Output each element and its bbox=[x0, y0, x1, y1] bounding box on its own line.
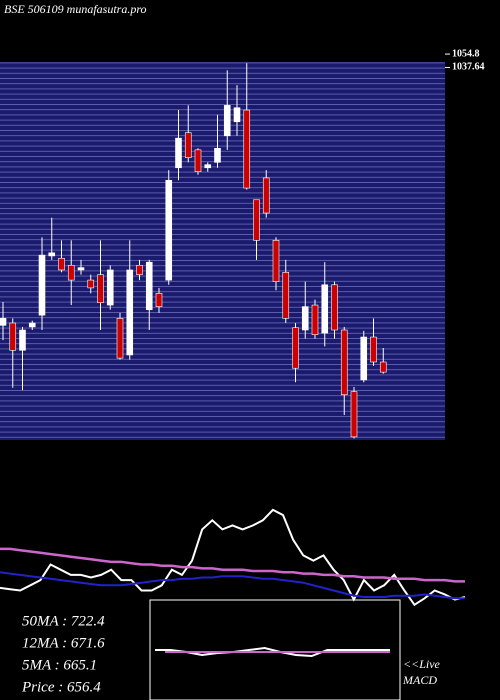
candle-body bbox=[19, 329, 26, 351]
candle-body bbox=[67, 264, 75, 281]
candle-body bbox=[58, 257, 65, 271]
candle-body bbox=[272, 240, 280, 282]
candle-body bbox=[165, 179, 173, 281]
indicator-line bbox=[0, 571, 465, 600]
candle-body bbox=[97, 274, 104, 304]
candle-body bbox=[214, 147, 221, 163]
stat-label: Price : 656.4 bbox=[21, 679, 101, 695]
candle-body bbox=[340, 329, 348, 396]
candle-body bbox=[106, 269, 114, 306]
candle-body bbox=[379, 361, 387, 373]
candle-body bbox=[126, 269, 134, 356]
live-label: <<Live bbox=[403, 657, 441, 671]
candle-body bbox=[360, 336, 368, 381]
candle-body bbox=[145, 261, 153, 311]
macd-label: MACD bbox=[402, 673, 437, 687]
candle-body bbox=[253, 199, 260, 241]
candle-body bbox=[155, 293, 163, 307]
macd-line bbox=[155, 646, 390, 658]
candle-body bbox=[184, 132, 192, 158]
candle-body bbox=[116, 318, 124, 359]
chart-title: BSE 506109 munafasutra.pro bbox=[4, 2, 147, 16]
indicator-line bbox=[0, 547, 465, 583]
stat-label: 50MA : 722.4 bbox=[22, 613, 105, 629]
candle-body bbox=[38, 254, 46, 316]
candle-body bbox=[301, 306, 309, 331]
candle-body bbox=[175, 137, 182, 169]
y-tick-label: 1054.8 bbox=[452, 48, 480, 59]
candle-body bbox=[28, 322, 36, 328]
candle-body bbox=[350, 391, 358, 438]
candle-body bbox=[311, 304, 319, 335]
candle-body bbox=[331, 284, 338, 331]
candle-body bbox=[223, 105, 231, 137]
candle-body bbox=[0, 318, 7, 326]
stat-label: 12MA : 671.6 bbox=[22, 635, 105, 651]
candle-body bbox=[292, 327, 299, 369]
candle-body bbox=[77, 267, 85, 271]
price-panel bbox=[0, 62, 445, 440]
candle-body bbox=[282, 271, 290, 319]
candle-body bbox=[48, 252, 56, 257]
candle-body bbox=[262, 177, 270, 214]
indicator-line bbox=[0, 508, 466, 607]
candle-body bbox=[9, 322, 17, 351]
candle-body bbox=[370, 336, 377, 363]
y-tick-label: 1037.64 bbox=[452, 62, 485, 73]
candle-body bbox=[204, 164, 212, 169]
candle-body bbox=[194, 149, 202, 172]
candle-body bbox=[87, 279, 95, 289]
candle-body bbox=[136, 264, 143, 275]
candle-body bbox=[243, 109, 251, 189]
candle-body bbox=[321, 284, 329, 334]
candle-body bbox=[233, 107, 241, 123]
stat-label: 5MA : 665.1 bbox=[22, 657, 97, 673]
